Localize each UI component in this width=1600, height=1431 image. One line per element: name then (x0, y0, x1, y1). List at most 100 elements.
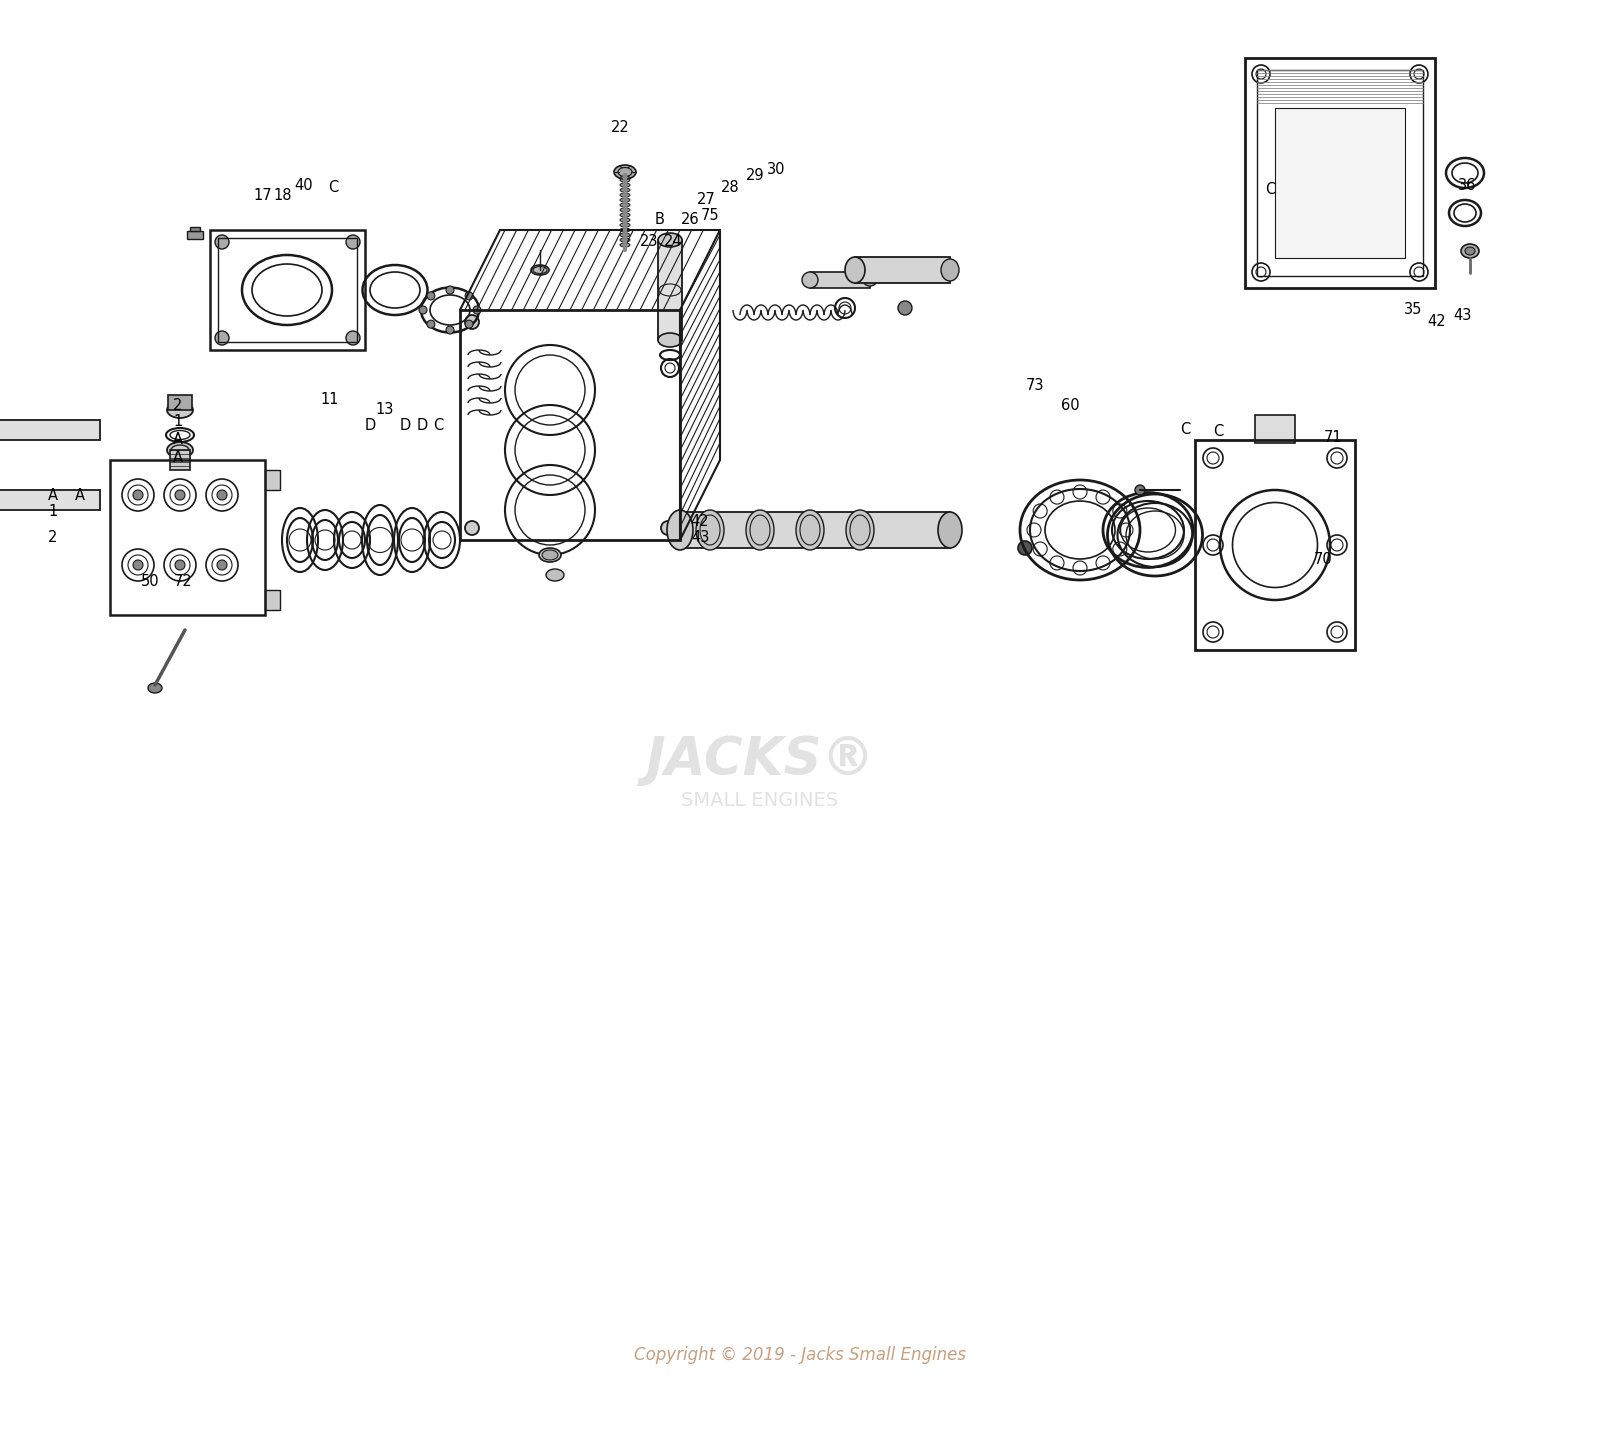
Bar (1275, 107, 1405, 258)
Bar (187, 230, 203, 239)
Ellipse shape (621, 203, 630, 207)
Circle shape (1134, 485, 1146, 495)
Ellipse shape (166, 402, 194, 418)
Text: 43: 43 (1453, 309, 1470, 323)
Ellipse shape (802, 272, 818, 288)
Text: 43: 43 (691, 531, 709, 545)
Ellipse shape (621, 193, 630, 197)
Ellipse shape (845, 258, 866, 283)
Text: 35: 35 (1403, 302, 1422, 318)
Text: 23: 23 (640, 233, 658, 249)
Circle shape (1414, 69, 1424, 79)
Bar (658, 240, 682, 341)
Bar (680, 512, 950, 548)
Text: D: D (400, 418, 411, 432)
Text: 60: 60 (1061, 398, 1080, 412)
Circle shape (1331, 625, 1342, 638)
Text: A: A (48, 488, 58, 502)
Text: JACKS®: JACKS® (645, 734, 875, 786)
Bar (210, 230, 365, 351)
Circle shape (1206, 539, 1219, 551)
Ellipse shape (621, 213, 630, 218)
Bar (170, 449, 190, 469)
Bar (110, 459, 266, 615)
Text: C: C (434, 418, 443, 432)
Text: A: A (173, 449, 182, 465)
Text: SMALL ENGINES: SMALL ENGINES (682, 790, 838, 810)
Circle shape (174, 560, 186, 570)
Circle shape (1206, 452, 1219, 464)
Bar (1254, 415, 1294, 444)
Ellipse shape (658, 333, 682, 346)
Text: 26: 26 (680, 212, 699, 228)
Circle shape (1018, 541, 1032, 555)
Ellipse shape (621, 233, 630, 238)
Circle shape (1256, 69, 1266, 79)
Text: A: A (173, 432, 182, 448)
Circle shape (446, 286, 454, 293)
Bar (0, 421, 99, 439)
Circle shape (1331, 452, 1342, 464)
Ellipse shape (696, 509, 723, 550)
Text: 42: 42 (691, 515, 709, 529)
Ellipse shape (539, 548, 562, 562)
Text: 2: 2 (173, 398, 182, 412)
Ellipse shape (846, 509, 874, 550)
Circle shape (218, 489, 227, 499)
Circle shape (898, 301, 912, 315)
Text: 1: 1 (48, 505, 58, 519)
Text: 18: 18 (274, 189, 293, 203)
Circle shape (446, 326, 454, 333)
Circle shape (1256, 268, 1266, 278)
Ellipse shape (862, 273, 877, 286)
Text: 42: 42 (1427, 315, 1446, 329)
Ellipse shape (531, 265, 549, 275)
Bar (810, 272, 870, 288)
Text: 72: 72 (174, 574, 192, 590)
Text: 28: 28 (720, 180, 739, 196)
Text: 70: 70 (1314, 552, 1333, 568)
Text: C: C (1179, 422, 1190, 438)
Circle shape (1414, 268, 1424, 278)
Ellipse shape (658, 233, 682, 248)
Ellipse shape (621, 238, 630, 242)
Circle shape (346, 235, 360, 249)
Bar (461, 311, 680, 539)
Text: 71: 71 (1323, 431, 1342, 445)
Ellipse shape (941, 259, 958, 280)
Ellipse shape (546, 570, 563, 581)
Text: 36: 36 (1458, 177, 1477, 193)
Ellipse shape (1461, 245, 1478, 258)
Ellipse shape (938, 512, 962, 548)
Text: 30: 30 (766, 163, 786, 177)
Circle shape (427, 292, 435, 301)
Text: 1: 1 (173, 415, 182, 429)
Text: 29: 29 (746, 167, 765, 183)
Circle shape (218, 560, 227, 570)
Text: D: D (416, 418, 427, 432)
Text: A: A (75, 488, 85, 502)
Ellipse shape (1466, 248, 1475, 255)
Ellipse shape (614, 165, 637, 179)
Ellipse shape (621, 177, 630, 182)
Ellipse shape (667, 509, 693, 550)
Ellipse shape (746, 509, 774, 550)
Circle shape (1206, 625, 1219, 638)
Text: 22: 22 (611, 120, 629, 135)
Ellipse shape (621, 173, 630, 177)
Text: D: D (365, 418, 376, 432)
Bar (0, 489, 99, 509)
Bar (854, 258, 950, 283)
Ellipse shape (621, 243, 630, 248)
Text: 13: 13 (376, 402, 394, 418)
Circle shape (214, 331, 229, 345)
Text: C: C (328, 180, 338, 196)
Text: 75: 75 (701, 207, 720, 222)
Bar (266, 590, 280, 610)
Circle shape (133, 489, 142, 499)
Text: 50: 50 (141, 574, 160, 590)
Circle shape (466, 321, 474, 328)
Circle shape (466, 315, 478, 329)
Text: 11: 11 (320, 392, 339, 408)
Ellipse shape (166, 428, 194, 442)
